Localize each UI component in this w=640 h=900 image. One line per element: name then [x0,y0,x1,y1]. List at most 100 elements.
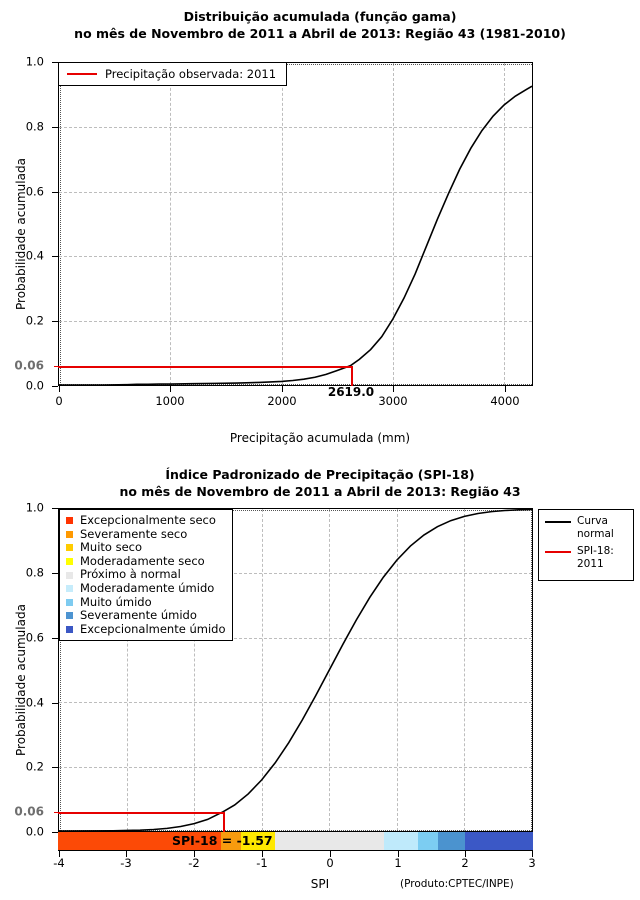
spi-bar-segment-0[interactable] [58,832,221,850]
chart1-curve-layer [59,85,532,385]
legend-label-category-5: Moderadamente úmido [80,580,215,595]
chart2-yaxis-title: Probabilidade acumulada [14,604,28,756]
spi-bar-segment-4[interactable] [383,832,418,850]
product-credit: (Produto:CPTEC/INPE) [400,878,514,890]
spi-bar-segment-5[interactable] [417,832,438,850]
legend-label-category-3: Moderadamente seco [80,553,205,568]
chart2-ytick-mark-0.0 [52,832,58,833]
chart2-category-legend[interactable]: Excepcionalmente seco Severamente seco Mui… [59,509,234,642]
legend-row-category-1: Severamente seco [66,526,225,542]
legend-row-category-8: Excepcionalmente úmido [66,621,226,637]
spi-bar-segment-3[interactable] [275,832,384,850]
chart2-xtick-0: 0 [326,856,334,870]
chart2-ytick-mark-0.8 [52,573,58,574]
chart2-curve-layer [59,509,532,831]
chart1-xtick-mark-4000 [505,386,506,392]
spi-bar-segment-1[interactable] [220,832,242,850]
chart1-xtick-3000: 3000 [378,394,408,408]
chart1-xtick-4000: 4000 [490,394,520,408]
legend-row-category-3: Moderadamente seco [66,553,225,569]
legend-row-category-7: Severamente úmido [66,609,225,623]
legend-swatch-icon-0 [66,517,73,525]
spi-bar-segment-7[interactable] [465,832,533,850]
chart2-reference-line-vertical [223,812,225,833]
legend-swatch-icon-3 [66,558,73,566]
chart1-ytick-mark-0.8 [52,127,58,128]
chart1-xtick-1000: 1000 [155,394,185,408]
chart1-ytick-mark-0.06 [54,366,58,367]
chart2-title-line1: Índice Padronizado de Precipitação (SPI-… [165,467,475,482]
chart1-xtick-0: 0 [55,394,63,408]
chart2-ytick-0.2: 0.2 [25,759,44,774]
chart1-ytick-0.06: 0.06 [14,358,44,373]
chart1-ytick-0.8: 0.8 [25,119,44,134]
legend-row-curva-normal: Curva normal [545,515,628,541]
chart2-title: Índice Padronizado de Precipitação (SPI-… [0,466,640,500]
chart1-ytick-1.0: 1.0 [25,54,44,69]
chart1-xtick-mark-2000 [282,386,283,392]
chart1-xtick-mark-3000 [393,386,394,392]
legend-swatch-icon-4 [66,571,73,579]
chart2-title-line2: no mês de Novembro de 2011 a Abril de 20… [119,484,521,499]
legend-swatch-icon-5 [66,585,73,593]
legend-swatch-icon-7 [66,612,73,620]
chart1-ytick-mark-0.6 [52,192,58,193]
chart2-xaxis-title: SPI [310,877,330,891]
spi-color-bar[interactable] [58,832,533,851]
chart2-ytick-mark-0.6 [52,638,58,639]
chart2-ytick-mark-0.06 [54,812,58,813]
chart2-xtick-2: 2 [461,856,469,870]
chart2-normal-curve [59,509,532,831]
chart2-xtick-mark--2 [194,851,195,857]
chart1-title-line1: Distribuição acumulada (função gama) [183,9,457,24]
chart2-ytick-mark-0.4 [52,703,58,704]
spi-bar-segment-6[interactable] [437,832,466,850]
legend-swatch-icon-1 [66,530,73,538]
legend-label-category-8: Excepcionalmente úmido [80,621,226,636]
chart1-ytick-0.6: 0.6 [25,184,44,199]
chart1-reference-line-vertical [351,366,353,386]
chart2-xtick-mark-3 [532,851,533,857]
chart1-title-line2: no mês de Novembro de 2011 a Abril de 20… [74,26,566,41]
legend-label-category-7: Severamente úmido [80,608,197,623]
chart2-xtick-1: 1 [394,856,402,870]
chart1-ytick-mark-0.4 [52,256,58,257]
chart2-xtick-mark-0 [330,851,331,857]
legend-label-category-1: Severamente seco [80,526,188,541]
chart2-ytick-mark-1.0 [52,508,58,509]
legend-label-curva-normal-l2: normal [577,528,614,540]
chart1-plot-inner [59,63,532,385]
legend-row-category-5: Moderadamente úmido [66,580,225,596]
chart1-yaxis-title: Probabilidade acumulada [14,158,28,310]
chart2-xtick-mark-1 [398,851,399,857]
chart1-ytick-0.0: 0.0 [25,378,44,393]
chart2-xtick-mark--1 [262,851,263,857]
legend-row-category-4: Próximo à normal [66,568,225,582]
chart2-xtick-mark--3 [126,851,127,857]
legend-label-spi18: SPI-18: 2011 [577,545,614,570]
chart2-ytick-0.06: 0.06 [14,804,44,819]
chart1-xtick-2000: 2000 [267,394,297,408]
chart2-ytick-0.0: 0.0 [25,824,44,839]
chart1-legend[interactable]: Precipitação observada: 2011 [58,62,288,86]
chart2-ytick-1.0: 1.0 [25,500,44,515]
chart2-xtick--4: -4 [53,856,65,870]
legend-label-category-4: Próximo à normal [80,567,181,582]
chart2-reference-line-horizontal [58,812,223,814]
chart2-series-legend[interactable]: Curva normal SPI-18: 2011 [538,509,634,581]
legend-line-icon-curva-normal [545,515,571,523]
legend-label-category-6: Muito úmido [80,594,152,609]
chart2-xtick-3: 3 [528,856,536,870]
chart2-xtick-mark--4 [59,851,60,857]
spi-bar-segment-2[interactable] [241,832,276,850]
chart1-legend-label-observed: Precipitação observada: 2011 [105,67,277,81]
chart1-xaxis-title: Precipitação acumulada (mm) [229,431,411,445]
chart2-xtick--2: -2 [188,856,200,870]
legend-swatch-icon-6 [66,598,73,606]
legend-line-icon-spi18 [545,545,571,553]
chart2-ytick-0.4: 0.4 [25,695,44,710]
chart2-xtick--3: -3 [120,856,132,870]
legend-row-category-2: Muito seco [66,541,225,555]
legend-line-icon-observed [67,73,97,75]
chart1-xtick-mark-0 [59,386,60,392]
